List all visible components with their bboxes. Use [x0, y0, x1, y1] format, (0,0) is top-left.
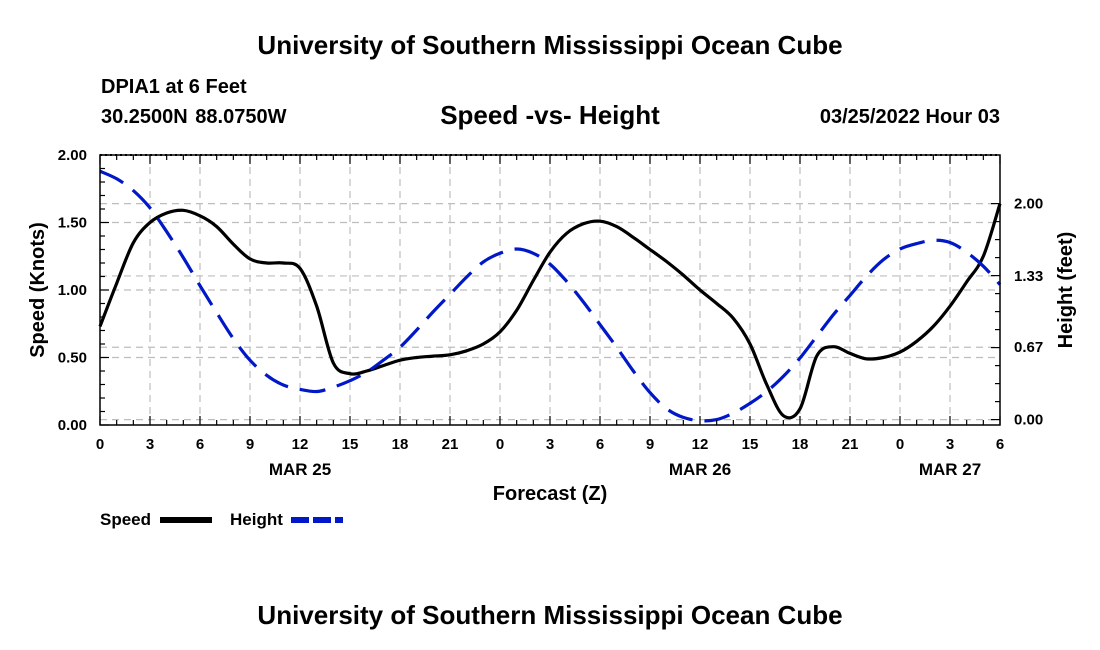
footer-title: University of Southern Mississippi Ocean…	[257, 600, 843, 630]
y-tick-label: 2.00	[58, 147, 87, 164]
series-layer	[98, 169, 1002, 423]
y2-tick-label: 1.33	[1014, 268, 1043, 285]
y-tick-label: 1.50	[58, 215, 87, 232]
x-tick-label: 3	[946, 436, 954, 453]
x-tick-label: 18	[392, 436, 409, 453]
x-tick-label: 21	[842, 436, 859, 453]
labels-layer: 0 3 6 9 12 15 18 21 0 3 6 9 12 15 18 21 0 3 6 MAR 25 MAR 26 M…	[27, 147, 1077, 505]
date-label: MAR 27	[919, 460, 981, 479]
x-tick-label: 18	[792, 436, 809, 453]
x-tick-label: 0	[496, 436, 504, 453]
station-label: DPIA1 at 6 Feet	[101, 76, 247, 98]
page-title: University of Southern Mississippi Ocean…	[257, 30, 843, 60]
grid-layer	[100, 155, 1000, 425]
legend: Speed Height	[100, 510, 343, 529]
x-tick-label: 3	[546, 436, 554, 453]
series-line-height	[99, 169, 1002, 423]
series-line-speed	[98, 203, 1002, 420]
axes-layer	[99, 154, 1001, 426]
y2-axis-title: Height (feet)	[1055, 232, 1077, 349]
legend-label-speed: Speed	[100, 510, 151, 529]
x-tick-label: 15	[342, 436, 359, 453]
date-label: MAR 25	[269, 460, 331, 479]
y2-tick-label: 2.00	[1014, 196, 1043, 213]
y2-tick-label: 0.67	[1014, 339, 1043, 356]
x-tick-label: 6	[596, 436, 604, 453]
x-tick-label: 9	[246, 436, 254, 453]
y-tick-label: 0.00	[58, 417, 87, 434]
chart-title: Speed -vs- Height	[440, 100, 660, 130]
y-tick-label: 0.50	[58, 350, 87, 367]
x-tick-label: 6	[196, 436, 204, 453]
station-coordinates: 30.2500N 88.0750W	[101, 106, 287, 128]
date-label: MAR 26	[669, 460, 731, 479]
x-tick-label: 6	[996, 436, 1004, 453]
x-tick-label: 9	[646, 436, 654, 453]
x-tick-label: 12	[692, 436, 709, 453]
speed-height-chart: 0 3 6 9 12 15 18 21 0 3 6 9 12 15 18 21 0 3 6 MAR 25 MAR 26 M…	[27, 147, 1077, 529]
forecast-datetime: 03/25/2022 Hour 03	[819, 106, 1000, 128]
x-tick-label: 12	[292, 436, 309, 453]
legend-label-height: Height	[230, 510, 283, 529]
x-tick-label: 0	[896, 436, 904, 453]
x-tick-label: 21	[442, 436, 459, 453]
x-axis-title: Forecast (Z)	[493, 483, 607, 505]
y2-tick-label: 0.00	[1014, 412, 1043, 429]
x-tick-label: 15	[742, 436, 759, 453]
x-tick-label: 0	[96, 436, 104, 453]
x-tick-label: 3	[146, 436, 154, 453]
y-axis-title: Speed (Knots)	[27, 222, 49, 358]
y-tick-label: 1.00	[58, 282, 87, 299]
